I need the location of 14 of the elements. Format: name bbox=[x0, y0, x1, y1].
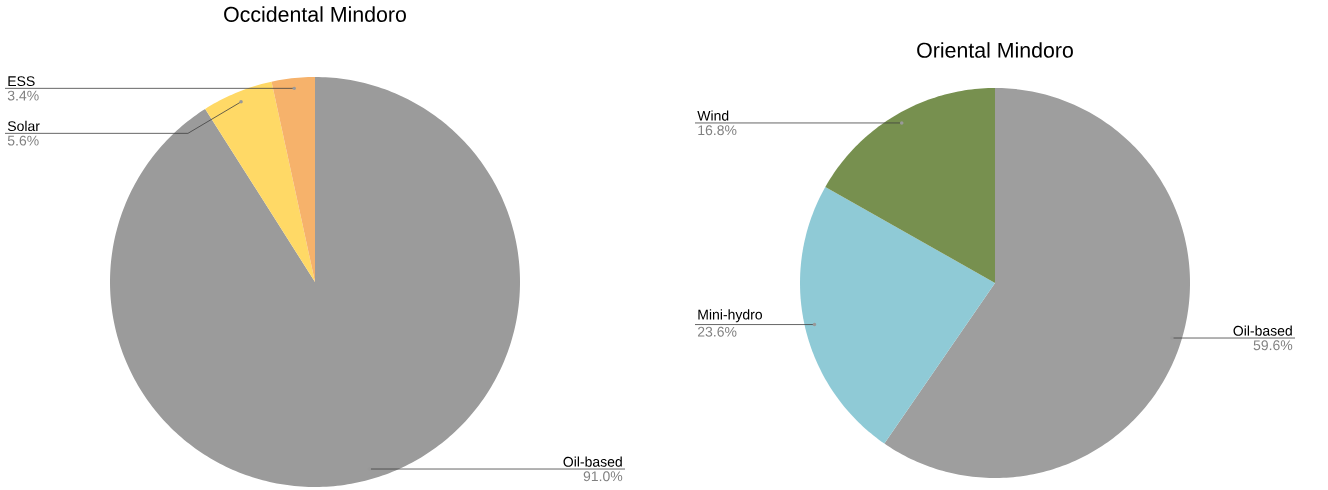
chart-title: Occidental Mindoro bbox=[224, 6, 406, 22]
slice-label: ESS bbox=[8, 76, 35, 87]
data-label: 91.0% bbox=[583, 471, 623, 482]
data-label: 5.6% bbox=[7, 135, 39, 146]
slice-label: Solar bbox=[7, 120, 40, 132]
slice-label: Oil-based bbox=[1233, 325, 1292, 336]
data-label: 59.6% bbox=[1253, 340, 1293, 351]
data-label: 3.4% bbox=[7, 90, 39, 101]
data-label: 16.8% bbox=[698, 125, 737, 136]
data-label: 23.6% bbox=[697, 326, 737, 337]
slice-label: Mini-hydro bbox=[698, 309, 763, 323]
chart-title: Oriental Mindoro bbox=[917, 42, 1073, 58]
slice-label: Wind bbox=[697, 110, 729, 121]
slice-label: Oil-based bbox=[563, 456, 622, 467]
